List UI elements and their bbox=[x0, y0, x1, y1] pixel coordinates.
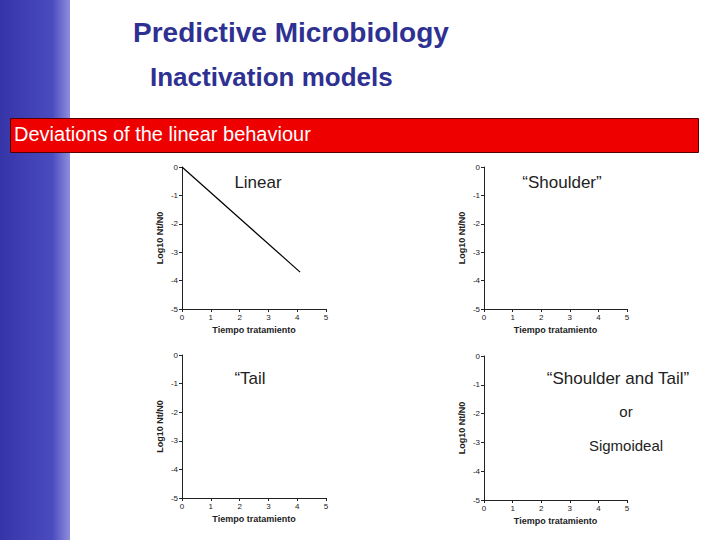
svg-text:1: 1 bbox=[510, 504, 515, 513]
svg-text:-3: -3 bbox=[473, 248, 481, 257]
svg-text:5: 5 bbox=[324, 502, 329, 511]
svg-text:“Shoulder and Tail”: “Shoulder and Tail” bbox=[547, 369, 690, 388]
svg-text:2: 2 bbox=[237, 313, 242, 322]
svg-text:-4: -4 bbox=[473, 276, 481, 285]
svg-text:-5: -5 bbox=[171, 305, 179, 314]
svg-text:4: 4 bbox=[596, 313, 601, 322]
svg-text:-5: -5 bbox=[473, 496, 481, 505]
svg-text:0: 0 bbox=[482, 313, 487, 322]
svg-text:-2: -2 bbox=[473, 219, 481, 228]
svg-text:0: 0 bbox=[482, 504, 487, 513]
svg-text:-3: -3 bbox=[473, 438, 481, 447]
svg-text:4: 4 bbox=[596, 504, 601, 513]
svg-text:-3: -3 bbox=[171, 436, 179, 445]
svg-text:-3: -3 bbox=[171, 248, 179, 257]
svg-text:2: 2 bbox=[539, 313, 544, 322]
svg-text:Log10 Nt/N0: Log10 Nt/N0 bbox=[457, 212, 467, 265]
svg-text:5: 5 bbox=[625, 504, 630, 513]
svg-text:-1: -1 bbox=[171, 379, 179, 388]
svg-text:0: 0 bbox=[174, 163, 179, 172]
svg-text:Tiempo tratamiento: Tiempo tratamiento bbox=[212, 325, 296, 335]
svg-text:or: or bbox=[619, 403, 632, 420]
svg-text:3: 3 bbox=[266, 313, 271, 322]
svg-text:“Tail: “Tail bbox=[234, 369, 265, 388]
svg-text:2: 2 bbox=[237, 502, 242, 511]
svg-text:0: 0 bbox=[180, 313, 185, 322]
svg-text:-4: -4 bbox=[473, 467, 481, 476]
svg-text:-1: -1 bbox=[473, 191, 481, 200]
svg-text:-1: -1 bbox=[473, 380, 481, 389]
svg-text:1: 1 bbox=[209, 502, 214, 511]
svg-text:-2: -2 bbox=[171, 408, 179, 417]
svg-text:“Shoulder”: “Shoulder” bbox=[522, 173, 602, 192]
svg-text:-4: -4 bbox=[171, 276, 179, 285]
svg-text:-5: -5 bbox=[171, 494, 179, 503]
svg-text:-2: -2 bbox=[473, 409, 481, 418]
svg-text:0: 0 bbox=[180, 502, 185, 511]
svg-text:Log10 Nt/N0: Log10 Nt/N0 bbox=[155, 400, 165, 453]
svg-text:Deviations of the linear behav: Deviations of the linear behaviour bbox=[14, 123, 311, 145]
svg-text:0: 0 bbox=[174, 351, 179, 360]
svg-text:0: 0 bbox=[476, 352, 481, 361]
svg-text:Log10 Nt/N0: Log10 Nt/N0 bbox=[155, 212, 165, 265]
svg-text:Sigmoideal: Sigmoideal bbox=[589, 437, 663, 454]
svg-text:Tiempo tratamiento: Tiempo tratamiento bbox=[514, 516, 598, 526]
svg-text:4: 4 bbox=[295, 502, 300, 511]
svg-text:Predictive Microbiology: Predictive Microbiology bbox=[133, 17, 449, 48]
svg-text:-2: -2 bbox=[171, 219, 179, 228]
svg-text:Tiempo tratamiento: Tiempo tratamiento bbox=[514, 325, 598, 335]
svg-text:3: 3 bbox=[266, 502, 271, 511]
svg-text:Linear: Linear bbox=[234, 173, 282, 192]
svg-text:3: 3 bbox=[568, 504, 573, 513]
svg-text:Log10 Nt/N0: Log10 Nt/N0 bbox=[457, 402, 467, 455]
svg-text:-4: -4 bbox=[171, 465, 179, 474]
svg-text:1: 1 bbox=[510, 313, 515, 322]
svg-text:-1: -1 bbox=[171, 191, 179, 200]
svg-text:5: 5 bbox=[625, 313, 630, 322]
svg-text:1: 1 bbox=[209, 313, 214, 322]
svg-text:5: 5 bbox=[324, 313, 329, 322]
svg-text:Tiempo tratamiento: Tiempo tratamiento bbox=[212, 514, 296, 524]
svg-text:0: 0 bbox=[476, 163, 481, 172]
svg-text:-5: -5 bbox=[473, 305, 481, 314]
svg-text:2: 2 bbox=[539, 504, 544, 513]
svg-text:4: 4 bbox=[295, 313, 300, 322]
svg-text:Inactivation models: Inactivation models bbox=[150, 62, 393, 92]
svg-text:3: 3 bbox=[568, 313, 573, 322]
